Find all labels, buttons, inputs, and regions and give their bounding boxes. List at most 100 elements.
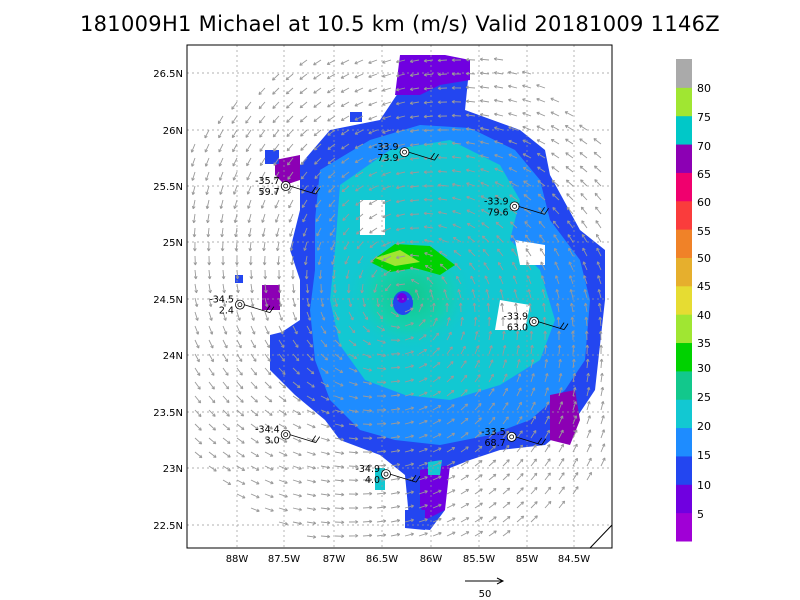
wind-vector [558, 358, 562, 369]
wind-vector [277, 269, 281, 280]
wind-vector [481, 235, 490, 243]
wind-vector [354, 171, 364, 178]
wind-vector [554, 261, 560, 271]
wind-vector [235, 255, 239, 266]
wind-vector [354, 101, 364, 107]
wind-vector [409, 143, 420, 147]
wind-vector [454, 262, 462, 271]
wind-vector [368, 157, 378, 163]
wind-vector [556, 316, 561, 327]
wind-vector [460, 432, 469, 439]
wind-vector [404, 307, 414, 313]
wind-vector [236, 437, 245, 444]
wind-vector [376, 519, 387, 523]
wind-vector [362, 436, 373, 441]
wind-vector [502, 530, 511, 537]
wind-vector [376, 339, 386, 344]
wind-vector [315, 199, 322, 208]
wind-vector [334, 451, 345, 455]
wind-vector [558, 372, 563, 383]
wind-vector [423, 238, 434, 243]
wind-vector [555, 288, 560, 299]
wind-vector [451, 127, 462, 132]
wind-vector [580, 179, 588, 187]
wind-vector [494, 153, 504, 159]
wind-vector [316, 241, 322, 251]
wind-vector [526, 261, 532, 271]
wind-vector [382, 157, 392, 162]
wind-vector [248, 241, 253, 252]
wind-vector [502, 344, 507, 355]
wind-vector [340, 101, 350, 107]
wind-vector [390, 325, 401, 329]
wind-vector [540, 275, 546, 285]
wind-vector [264, 493, 274, 499]
wind-vector [278, 381, 287, 389]
wind-barb [408, 151, 439, 161]
wind-vector [368, 87, 378, 93]
wind-vector [376, 491, 387, 496]
wind-vector [593, 165, 602, 173]
wind-vector [558, 415, 564, 425]
lat-label: 26N [163, 126, 183, 137]
dropsonde-marker: -34.52.4 [209, 295, 275, 317]
wind-vector [313, 87, 322, 94]
wind-vector [395, 185, 406, 190]
wind-vector [317, 255, 322, 266]
wind-vectors [190, 57, 606, 539]
wind-vector [596, 261, 602, 271]
wind-vector [467, 236, 476, 243]
wind-vector [390, 490, 401, 495]
wind-vector [596, 247, 602, 257]
wind-vector [586, 429, 592, 439]
wind-vector [541, 289, 546, 299]
colorbar-swatch [676, 144, 692, 173]
wind-vector [488, 416, 496, 425]
wind-vector [474, 431, 483, 439]
wind-vector [582, 261, 588, 271]
wind-vector [423, 211, 434, 216]
wind-vector [222, 325, 228, 335]
wind-vector [580, 206, 588, 215]
wind-vector [245, 143, 252, 153]
wind-vector [530, 515, 538, 523]
wind-vector [558, 472, 565, 481]
wind-vector [451, 58, 462, 62]
wind-vector [488, 445, 496, 453]
wind-vector [530, 415, 536, 425]
wind-vector [348, 492, 359, 496]
wind-vector [354, 59, 364, 65]
wind-vector [376, 311, 384, 320]
wind-vector [264, 479, 274, 485]
wind-vector [468, 249, 476, 257]
wind-vector [191, 171, 196, 181]
wind-vector [465, 71, 476, 76]
wind-vector [479, 126, 490, 131]
wind-vector [432, 461, 442, 467]
wind-vector [502, 473, 510, 481]
wind-vector [292, 437, 302, 443]
wind-vector [460, 446, 469, 453]
wind-vector [465, 113, 476, 118]
wind-vector [579, 152, 588, 159]
wind-vector [418, 303, 424, 313]
wind-vector [418, 319, 426, 327]
reference-vector-label: 50 [479, 589, 492, 600]
wind-vector [409, 226, 420, 231]
wind-vector [222, 437, 231, 445]
wind-vector [362, 519, 373, 524]
wind-vector [327, 157, 336, 165]
wind-vector [334, 353, 343, 360]
wind-vector [515, 330, 520, 341]
wind-vector [516, 458, 524, 467]
wind-vector [247, 199, 252, 209]
wind-vector [550, 97, 560, 103]
wind-vector [586, 372, 590, 383]
wind-vector [264, 465, 274, 471]
wind-vector [522, 98, 532, 103]
wind-vector [465, 141, 476, 145]
wind-vector [305, 283, 310, 294]
lon-label: 87W [323, 554, 346, 565]
wind-vector [390, 435, 401, 439]
wind-vector [597, 288, 602, 299]
